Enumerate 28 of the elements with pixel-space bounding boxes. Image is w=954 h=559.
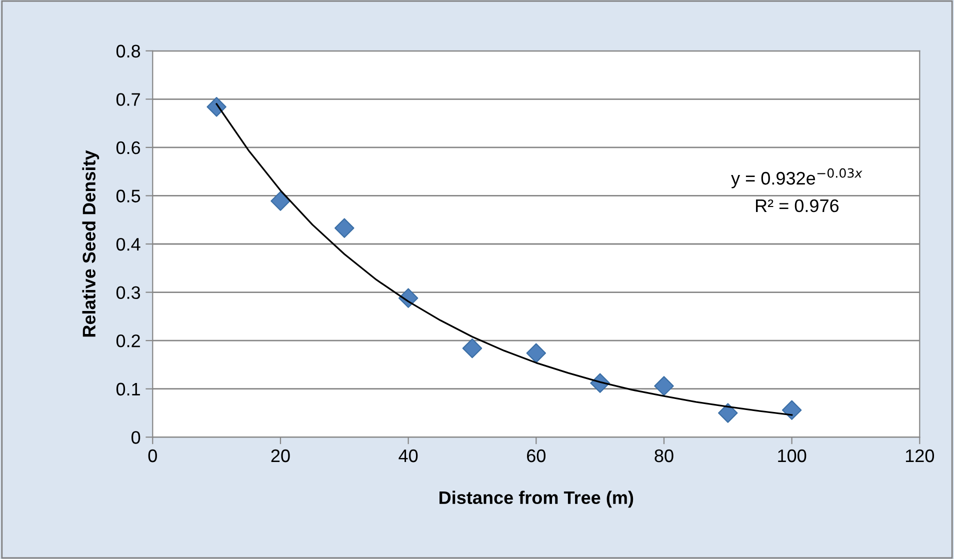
point (270, 191, 290, 211)
point (462, 338, 482, 358)
y-tick-label: 0.2 (116, 334, 140, 348)
annotation: y = 0.932e$^{−0.03x}$ (731, 168, 862, 188)
point (526, 343, 546, 363)
y-tick-label: 0.4 (116, 238, 140, 251)
x-tick-label: 100 (778, 449, 806, 462)
y-tick-label: 0.3 (116, 286, 140, 300)
point (654, 376, 674, 396)
x-tick-label: 0 (148, 449, 157, 462)
x-tick-label: 120 (906, 449, 934, 462)
x-tick-label: 20 (271, 449, 290, 462)
y-axis-title: Relative Seed Density (82, 150, 100, 337)
point (206, 97, 226, 117)
point (782, 400, 802, 420)
x-tick-label: 40 (398, 449, 418, 462)
y-tick-label: 0.7 (116, 93, 140, 106)
y-tick-label: 0.5 (116, 190, 140, 202)
x-axis-title: Distance from Tree (m) (440, 490, 634, 508)
y-tick-label: 0.6 (116, 141, 140, 154)
point (718, 403, 738, 423)
x-tick-label: 80 (654, 449, 674, 462)
annotation: R² = 0.976 (756, 199, 839, 212)
y-tick-label: 0 (132, 431, 140, 444)
y-tick-label: 0.1 (116, 382, 140, 396)
point (334, 218, 354, 238)
x-tick-label: 60 (527, 449, 546, 462)
y-tick-label: 0.8 (116, 44, 140, 58)
